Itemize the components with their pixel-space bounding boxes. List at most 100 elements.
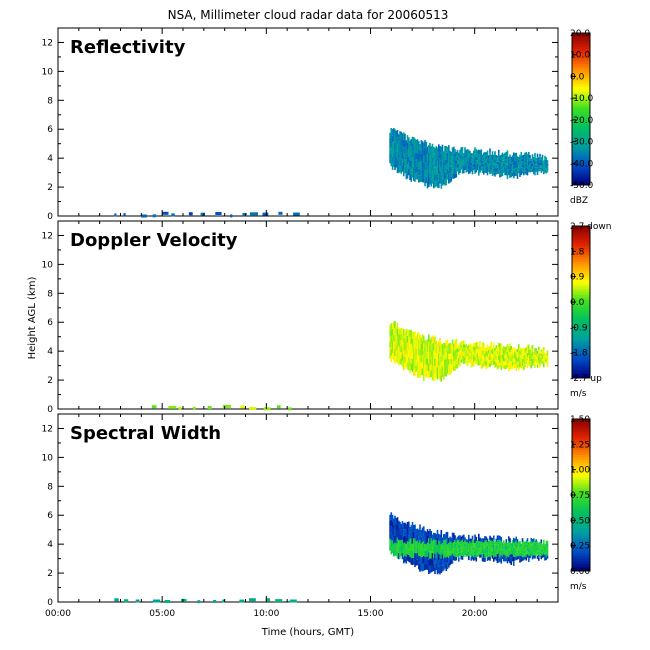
cloud-cell [443,558,445,565]
cloud-cell [509,352,511,357]
cloud-cell [451,359,454,365]
cloud-cell [500,169,503,174]
cloud-cell [484,162,486,166]
cloud-cell [459,149,461,154]
cloud-cell [411,164,414,171]
cloud-cell [453,157,455,163]
cloud-cell [469,349,471,353]
cloud-cell [408,356,410,364]
cloud-cell [430,531,433,538]
cloud-cell [528,351,530,355]
cloud-cell [433,358,435,366]
cloud-cell [516,539,519,543]
cloud-cell [445,178,448,186]
surface-echo [263,407,271,411]
cloud-cell [546,546,549,550]
cloud-cell [514,351,516,356]
cloud-cell [431,143,434,151]
colorbar-segment [572,446,590,450]
cloud-cell [531,166,534,170]
cloud-cell [401,152,404,159]
colorbar-segment [572,81,590,85]
cloud-cell [520,155,523,160]
cloud-cell [435,540,438,546]
cloud-cell [418,556,420,563]
cloud-cell [393,147,395,154]
cloud-cell [486,158,489,163]
colorbar-segment [572,103,590,107]
cloud-cell [430,357,433,364]
cloud-cell [451,157,454,163]
cloud-cell [519,350,521,354]
cloud-cell [471,167,474,171]
cloud-cell [460,341,463,345]
cloud-cell [453,541,455,547]
cloud-cell [421,549,424,557]
cloud-cell [458,167,460,172]
cloud-cell [525,353,528,356]
cloud-cell [473,150,475,154]
cloud-cell [453,173,455,179]
cloud-cell [473,557,475,561]
cloud-cell [521,348,524,352]
cloud-cell [410,336,413,344]
cloud-cell [424,530,426,538]
cloud-cell [493,168,495,172]
cloud-cell [486,171,489,176]
cloud-cell [534,351,536,355]
cloud-cell [470,159,473,163]
cloud-cell [529,355,531,359]
cloud-cell [400,340,403,347]
cloud-cell [403,356,405,364]
cloud-cell [543,167,545,170]
cloud-cell [474,156,476,161]
cloud-cell [490,553,493,558]
cloud-cell [534,156,536,161]
cloud-cell [429,558,431,566]
surface-echo [171,213,175,217]
cloud-cell [405,354,408,361]
cloud-cell [408,363,410,371]
cloud-cell [471,170,474,175]
cloud-cell [421,361,424,369]
cloud-cell [528,151,530,156]
cloud-cell [539,365,541,368]
cloud-cell [496,164,499,168]
cloud-cell [510,349,513,354]
cloud-cell [496,361,499,366]
cloud-cell [391,347,394,354]
cloud-cell [414,552,416,560]
cloud-cell [509,360,511,366]
cloud-cell [448,562,450,568]
colorbar-tick-label: -20.0 [570,116,594,126]
cloud-cell [544,359,546,362]
colorbar-segment [572,286,590,290]
colorbar-segment [572,568,590,572]
cloud-cell [389,538,391,545]
cloud-cell [491,357,494,360]
cloud-cell [455,538,458,543]
cloud-cell [538,164,540,167]
cloud-cell [499,544,501,549]
colorbar-segment [572,563,590,567]
cloud-cell [535,164,538,168]
cloud-cell [431,559,434,566]
cloud-cell [394,149,396,157]
cloud-cell [540,349,543,352]
cloud-cell [485,169,488,173]
cloud-cell [505,542,508,547]
colorbar-segment [572,467,590,471]
cloud-cell [520,355,523,359]
cloud-cell [401,527,404,534]
cloud-cell [416,139,419,146]
y-tick-label: 2 [47,376,53,386]
cloud-cell [463,538,465,542]
cloud-cell [394,522,396,530]
cloud-cell [396,335,399,343]
cloud-cell [490,154,493,158]
cloud-cell [474,356,476,361]
cloud-cell [508,168,510,172]
cloud-cell [474,160,476,165]
cloud-cell [524,152,526,157]
cloud-cell [528,548,530,553]
